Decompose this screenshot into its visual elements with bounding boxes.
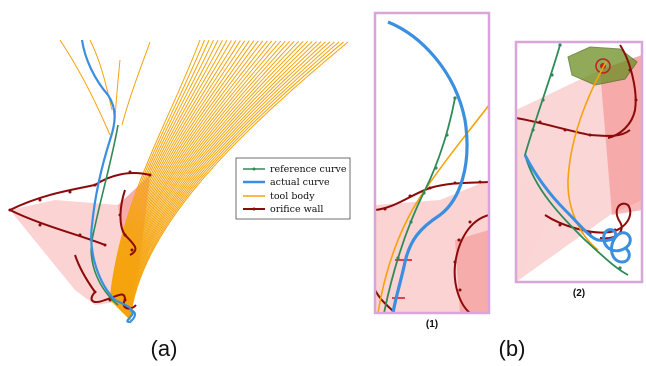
tool-body-curve — [121, 40, 286, 312]
tool-body-curve — [113, 40, 232, 305]
panel-b2-frame — [514, 40, 644, 284]
tool-body-curve — [128, 41, 340, 319]
panel-a — [7, 39, 349, 324]
tool-body-curve — [114, 40, 241, 306]
tool-body-curve — [111, 39, 214, 302]
tool-body-bundle — [109, 39, 349, 321]
caption-a: (a) — [151, 336, 178, 361]
tool-body-curve — [110, 39, 210, 302]
orifice-wall-dots — [8, 170, 152, 302]
tool-body-curve — [113, 40, 228, 304]
tool-body-curve — [127, 41, 335, 319]
tool-body-curve — [116, 40, 255, 308]
legend-item-actual-curve: actual curve — [243, 177, 330, 188]
tool-body-curve — [124, 41, 313, 316]
legend: reference curve actual curve tool body o… — [235, 157, 351, 220]
panel-b2 — [514, 40, 644, 284]
tool-body-curve — [116, 40, 250, 307]
tool-body-curve — [119, 40, 277, 311]
tool-body-curve — [118, 40, 268, 310]
tool-body-curve — [112, 40, 223, 304]
legend-label-actual-curve: actual curve — [270, 177, 330, 188]
tool-body-curve — [124, 41, 308, 315]
tool-body-curve — [127, 41, 331, 318]
legend-label-orifice-wall: orifice wall — [270, 204, 323, 215]
tool-body-curve — [119, 40, 273, 310]
tool-body-curve — [117, 40, 264, 309]
tool-body-curve — [128, 41, 344, 320]
caption-b1: (1) — [426, 319, 438, 330]
tool-body-curve — [109, 39, 201, 301]
tool-body-curve — [117, 40, 259, 308]
tool-body-curve — [111, 40, 219, 303]
tool-body-curve — [120, 40, 282, 311]
tool-body-curve — [129, 41, 349, 321]
tool-body-curve — [125, 41, 322, 317]
legend-label-tool-body: tool body — [270, 191, 315, 202]
tool-body-curve — [121, 40, 291, 313]
tool-body-curve — [125, 41, 317, 316]
tool-body-curve — [122, 40, 295, 313]
panel-b1-frame — [373, 11, 491, 315]
legend-item-reference-curve: reference curve — [243, 164, 347, 175]
panel-b1 — [373, 11, 491, 315]
actual-curve-a — [80, 39, 136, 324]
tool-body-curve — [123, 41, 304, 314]
legend-item-orifice-wall: orifice wall — [243, 204, 323, 215]
caption-b2: (2) — [573, 288, 585, 299]
tool-body-wisps — [59, 39, 151, 136]
tool-body-curve — [115, 40, 246, 307]
tool-body-curve — [122, 40, 300, 314]
legend-item-tool-body: tool body — [243, 191, 315, 202]
caption-b: (b) — [499, 336, 526, 361]
tool-body-curve — [126, 41, 326, 318]
tool-body-curve — [110, 39, 205, 301]
legend-label-reference-curve: reference curve — [270, 164, 347, 175]
tool-body-curve — [114, 40, 237, 305]
